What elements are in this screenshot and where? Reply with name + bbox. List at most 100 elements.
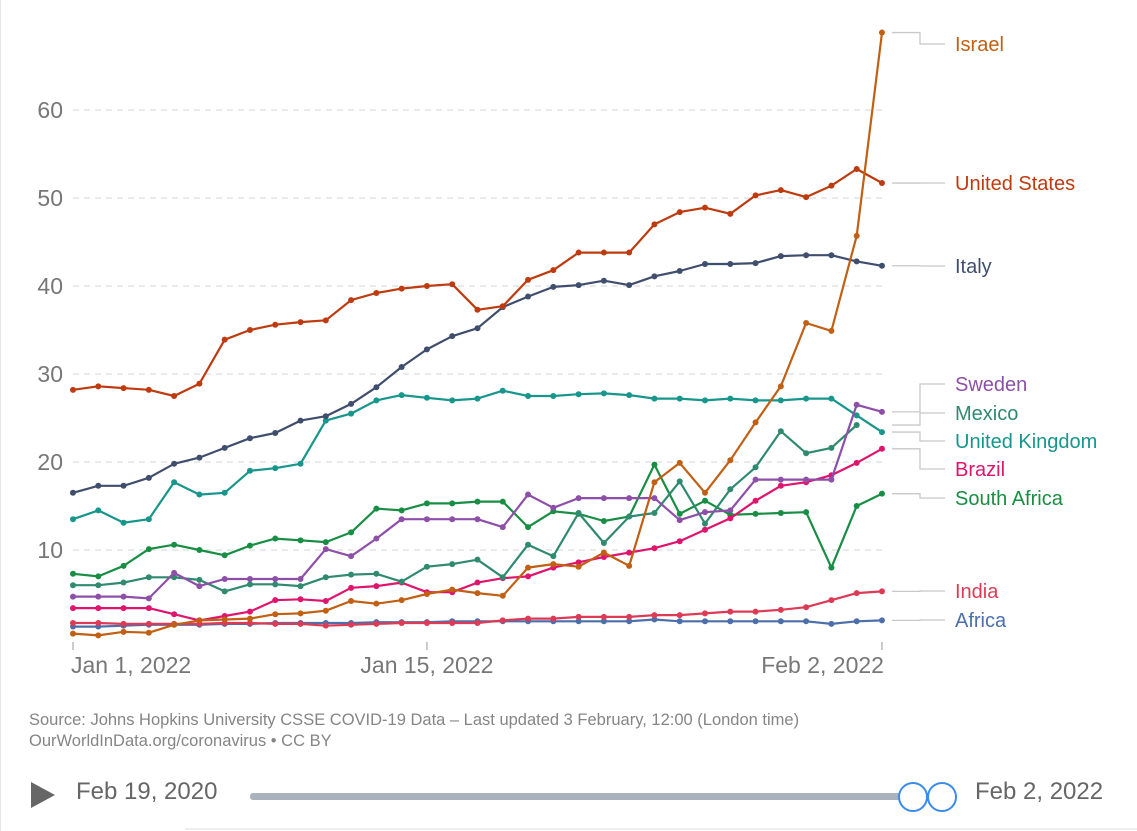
- data-point[interactable]: [626, 549, 633, 556]
- data-point[interactable]: [676, 612, 683, 619]
- data-point[interactable]: [221, 444, 228, 451]
- data-point[interactable]: [474, 556, 481, 563]
- data-point[interactable]: [499, 498, 506, 505]
- timeline-track[interactable]: [250, 793, 922, 800]
- data-point[interactable]: [322, 317, 329, 324]
- data-point[interactable]: [398, 507, 405, 514]
- data-point[interactable]: [777, 187, 784, 194]
- data-point[interactable]: [398, 285, 405, 292]
- data-point[interactable]: [702, 509, 708, 516]
- data-point[interactable]: [676, 478, 683, 485]
- data-point[interactable]: [449, 516, 456, 523]
- data-point[interactable]: [651, 273, 658, 280]
- series-label[interactable]: United Kingdom: [955, 431, 1097, 453]
- data-point[interactable]: [853, 459, 860, 466]
- data-point[interactable]: [95, 582, 102, 589]
- series-line[interactable]: [72, 167, 883, 398]
- data-point[interactable]: [145, 546, 152, 553]
- data-point[interactable]: [272, 465, 279, 472]
- data-point[interactable]: [272, 611, 279, 618]
- series-sweden[interactable]: [70, 401, 885, 602]
- data-point[interactable]: [752, 608, 759, 615]
- data-point[interactable]: [777, 476, 784, 483]
- data-point[interactable]: [423, 620, 430, 627]
- data-point[interactable]: [221, 616, 228, 623]
- data-point[interactable]: [626, 282, 633, 289]
- data-point[interactable]: [70, 630, 76, 637]
- data-point[interactable]: [474, 325, 481, 332]
- data-point[interactable]: [853, 503, 860, 509]
- data-point[interactable]: [423, 346, 430, 353]
- data-point[interactable]: [348, 410, 355, 417]
- data-point[interactable]: [853, 590, 860, 597]
- data-point[interactable]: [449, 333, 456, 340]
- data-point[interactable]: [120, 562, 127, 569]
- data-point[interactable]: [246, 542, 253, 549]
- data-point[interactable]: [297, 576, 304, 583]
- data-point[interactable]: [95, 620, 102, 627]
- data-point[interactable]: [575, 391, 582, 398]
- data-point[interactable]: [221, 336, 228, 343]
- data-point[interactable]: [676, 209, 683, 216]
- data-point[interactable]: [702, 204, 708, 211]
- data-point[interactable]: [777, 383, 784, 390]
- data-point[interactable]: [600, 390, 607, 397]
- data-point[interactable]: [120, 579, 127, 586]
- data-point[interactable]: [828, 564, 835, 571]
- data-point[interactable]: [373, 505, 380, 512]
- data-point[interactable]: [525, 491, 532, 498]
- data-point[interactable]: [272, 535, 279, 542]
- data-point[interactable]: [449, 397, 456, 404]
- data-point[interactable]: [499, 387, 506, 394]
- data-point[interactable]: [702, 497, 708, 504]
- data-point[interactable]: [221, 588, 228, 595]
- data-point[interactable]: [145, 595, 152, 602]
- data-point[interactable]: [95, 507, 102, 514]
- data-point[interactable]: [95, 573, 102, 580]
- data-point[interactable]: [702, 489, 708, 496]
- data-point[interactable]: [752, 464, 759, 471]
- data-point[interactable]: [373, 600, 380, 607]
- data-point[interactable]: [803, 450, 810, 457]
- data-point[interactable]: [95, 383, 102, 390]
- data-point[interactable]: [727, 608, 734, 615]
- data-point[interactable]: [727, 210, 734, 217]
- data-point[interactable]: [878, 588, 885, 595]
- data-point[interactable]: [95, 593, 102, 600]
- data-point[interactable]: [449, 586, 456, 593]
- data-point[interactable]: [600, 554, 607, 561]
- data-point[interactable]: [297, 319, 304, 326]
- series-india[interactable]: [70, 588, 885, 629]
- data-point[interactable]: [373, 397, 380, 404]
- data-point[interactable]: [752, 397, 759, 404]
- data-point[interactable]: [651, 616, 658, 623]
- data-point[interactable]: [348, 529, 355, 536]
- data-point[interactable]: [221, 489, 228, 496]
- data-point[interactable]: [828, 597, 835, 604]
- data-point[interactable]: [145, 474, 152, 481]
- data-point[interactable]: [575, 249, 582, 256]
- data-point[interactable]: [120, 519, 127, 526]
- data-point[interactable]: [348, 621, 355, 628]
- data-point[interactable]: [171, 393, 178, 399]
- data-point[interactable]: [474, 590, 481, 597]
- data-point[interactable]: [853, 618, 860, 625]
- data-point[interactable]: [322, 622, 329, 629]
- data-point[interactable]: [727, 395, 734, 402]
- data-point[interactable]: [297, 610, 304, 617]
- data-point[interactable]: [777, 618, 784, 625]
- data-point[interactable]: [373, 290, 380, 297]
- data-point[interactable]: [828, 252, 835, 259]
- data-point[interactable]: [474, 395, 481, 402]
- data-point[interactable]: [70, 582, 76, 589]
- data-point[interactable]: [626, 613, 633, 620]
- data-point[interactable]: [297, 583, 304, 590]
- data-point[interactable]: [322, 546, 329, 553]
- data-point[interactable]: [853, 232, 860, 239]
- data-point[interactable]: [626, 495, 633, 502]
- data-point[interactable]: [499, 303, 506, 310]
- data-point[interactable]: [727, 618, 734, 625]
- data-point[interactable]: [777, 606, 784, 613]
- data-point[interactable]: [525, 293, 532, 300]
- data-point[interactable]: [651, 395, 658, 402]
